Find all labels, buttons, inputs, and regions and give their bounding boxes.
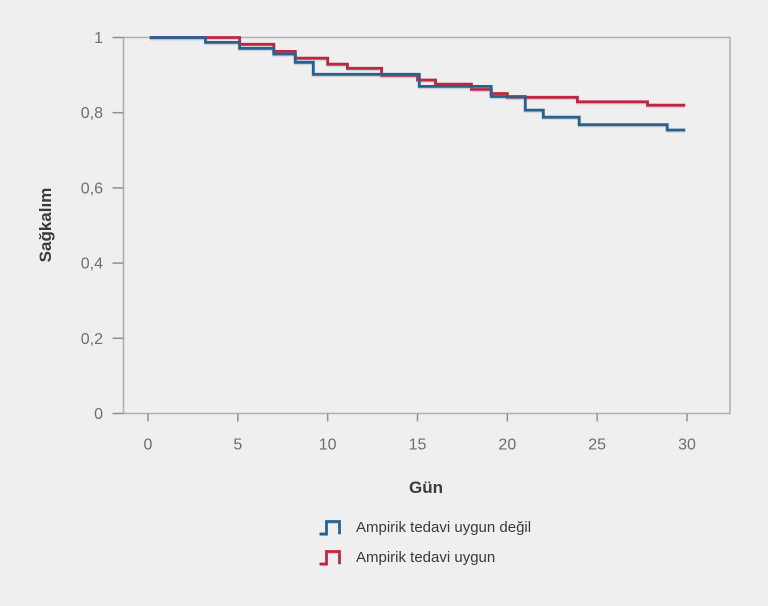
y-tick-label: 1 bbox=[94, 30, 103, 47]
y-axis-title: Sağkalım bbox=[36, 187, 55, 263]
x-tick-label: 30 bbox=[678, 437, 696, 454]
km-curve-uygun-degil bbox=[149, 36, 686, 132]
y-tick-label: 0,6 bbox=[81, 180, 103, 197]
x-tick-label: 15 bbox=[409, 437, 427, 454]
step-line-marker-icon bbox=[319, 550, 341, 566]
step-line-marker-icon bbox=[319, 520, 341, 536]
x-axis-title: Gün bbox=[409, 478, 443, 497]
km-curve-uygun bbox=[149, 36, 686, 107]
x-tick-label: 0 bbox=[144, 437, 153, 454]
legend-item-ampirik-tedavi-uygun-degil: Ampirik tedavi uygun değil bbox=[318, 519, 531, 536]
legend-label: Ampirik tedavi uygun bbox=[356, 549, 496, 566]
y-tick-label: 0 bbox=[94, 406, 103, 423]
x-tick-label: 25 bbox=[588, 437, 606, 454]
y-tick-label: 0,8 bbox=[81, 105, 103, 122]
plot-frame bbox=[122, 36, 731, 415]
y-tick-label: 0,2 bbox=[81, 331, 103, 348]
x-tick-label: 10 bbox=[319, 437, 337, 454]
legend: Ampirik tedavi uygun değil Ampirik tedav… bbox=[318, 519, 531, 566]
legend-label: Ampirik tedavi uygun değil bbox=[356, 519, 532, 536]
x-tick-label: 5 bbox=[233, 437, 242, 454]
x-tick-label: 20 bbox=[498, 437, 516, 454]
y-tick-label: 0,4 bbox=[81, 256, 103, 273]
legend-item-ampirik-tedavi-uygun: Ampirik tedavi uygun bbox=[318, 549, 531, 566]
